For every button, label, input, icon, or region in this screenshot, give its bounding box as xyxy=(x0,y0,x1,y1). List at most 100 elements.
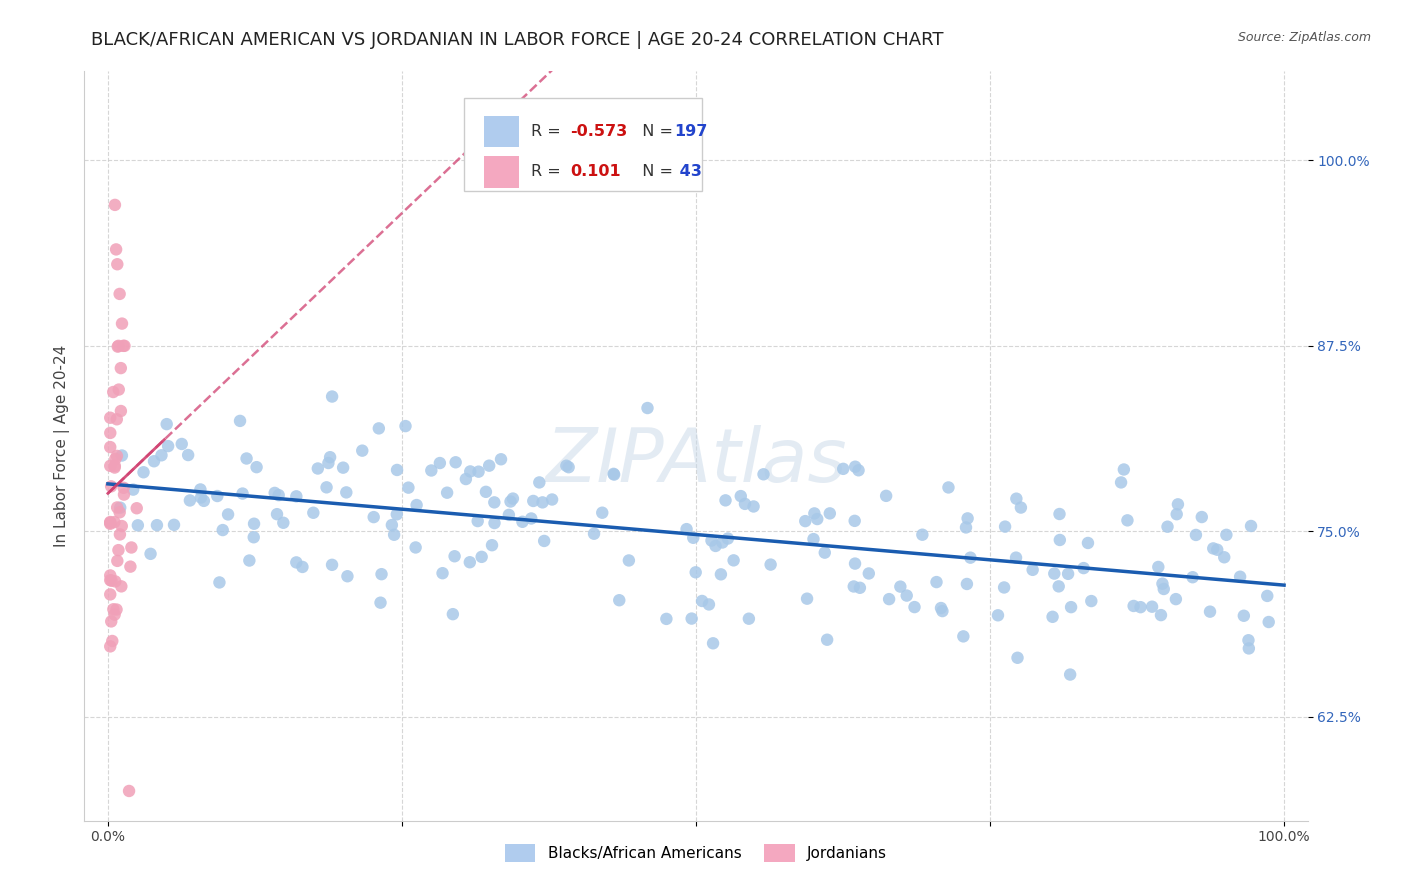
Point xyxy=(844,459,866,474)
Point xyxy=(1057,566,1080,581)
Point xyxy=(454,472,477,486)
Point xyxy=(98,640,121,654)
Point xyxy=(98,587,121,601)
Point xyxy=(681,611,703,625)
Point xyxy=(717,532,740,546)
Point xyxy=(98,516,121,531)
Point xyxy=(931,604,953,618)
Point xyxy=(101,634,124,648)
Point xyxy=(441,607,464,622)
Point xyxy=(104,198,127,212)
Point xyxy=(541,492,564,507)
Point xyxy=(394,419,416,434)
Point xyxy=(1153,582,1175,596)
Point xyxy=(529,475,551,490)
Point xyxy=(104,574,127,589)
Point xyxy=(429,456,451,470)
Point xyxy=(637,401,659,415)
Point xyxy=(533,533,555,548)
Point xyxy=(1185,528,1208,542)
Point xyxy=(157,439,180,453)
Point xyxy=(603,467,626,482)
Point xyxy=(655,612,678,626)
Point xyxy=(752,467,775,482)
Point xyxy=(114,339,136,353)
Point xyxy=(1049,533,1071,547)
Point xyxy=(818,507,841,521)
Point xyxy=(675,522,697,536)
Point xyxy=(1156,519,1178,533)
Point xyxy=(98,568,121,582)
Point xyxy=(177,448,200,462)
Point xyxy=(1202,541,1225,556)
FancyBboxPatch shape xyxy=(464,97,702,191)
Point xyxy=(522,494,544,508)
Text: R =: R = xyxy=(531,164,565,179)
Point xyxy=(1191,510,1213,524)
Point xyxy=(238,553,260,567)
Point xyxy=(723,553,745,567)
Point xyxy=(685,566,707,580)
Point xyxy=(1140,599,1163,614)
Point xyxy=(217,508,239,522)
Point xyxy=(150,448,173,462)
Point xyxy=(842,579,865,593)
Point xyxy=(1237,641,1260,656)
Y-axis label: In Labor Force | Age 20-24: In Labor Force | Age 20-24 xyxy=(55,345,70,547)
Point xyxy=(484,495,506,509)
Point xyxy=(405,541,427,555)
Point xyxy=(156,417,179,431)
Point xyxy=(382,527,405,541)
Point xyxy=(987,608,1010,623)
Point xyxy=(498,508,520,522)
Point xyxy=(682,531,704,545)
Point xyxy=(146,518,169,533)
Point xyxy=(1047,579,1070,593)
Point xyxy=(617,553,640,567)
Point xyxy=(955,520,977,534)
Point xyxy=(794,514,817,528)
Point xyxy=(107,340,129,354)
Text: Source: ZipAtlas.com: Source: ZipAtlas.com xyxy=(1237,31,1371,45)
Point xyxy=(467,465,489,479)
Point xyxy=(591,506,613,520)
Point xyxy=(697,598,720,612)
Point xyxy=(858,566,880,581)
Point xyxy=(193,494,215,508)
Point xyxy=(107,339,129,353)
Point xyxy=(104,451,127,466)
Point xyxy=(702,636,724,650)
Point xyxy=(285,489,308,503)
Point xyxy=(100,574,122,588)
Point xyxy=(443,549,465,564)
Point xyxy=(110,361,132,376)
Point xyxy=(499,494,522,508)
Point xyxy=(481,538,503,552)
Point xyxy=(111,449,134,463)
Point xyxy=(112,487,135,501)
Point xyxy=(122,483,145,497)
Point xyxy=(98,440,121,454)
Point xyxy=(607,593,630,607)
Point xyxy=(1116,513,1139,527)
Point xyxy=(163,517,186,532)
Point xyxy=(108,287,131,301)
Point xyxy=(877,592,900,607)
Point xyxy=(1166,507,1188,521)
Point xyxy=(1077,536,1099,550)
Point xyxy=(370,567,392,582)
Text: 0.101: 0.101 xyxy=(569,164,620,179)
Point xyxy=(1237,633,1260,648)
Point xyxy=(1005,491,1028,506)
Text: N =: N = xyxy=(633,124,679,139)
Point xyxy=(103,602,125,616)
Point xyxy=(105,257,128,271)
Point xyxy=(956,577,979,591)
Point xyxy=(1206,542,1229,557)
Point xyxy=(207,489,229,503)
Point xyxy=(1043,566,1066,581)
Point xyxy=(98,515,121,529)
Point xyxy=(1229,570,1251,584)
Point xyxy=(112,339,135,353)
Point xyxy=(396,481,419,495)
